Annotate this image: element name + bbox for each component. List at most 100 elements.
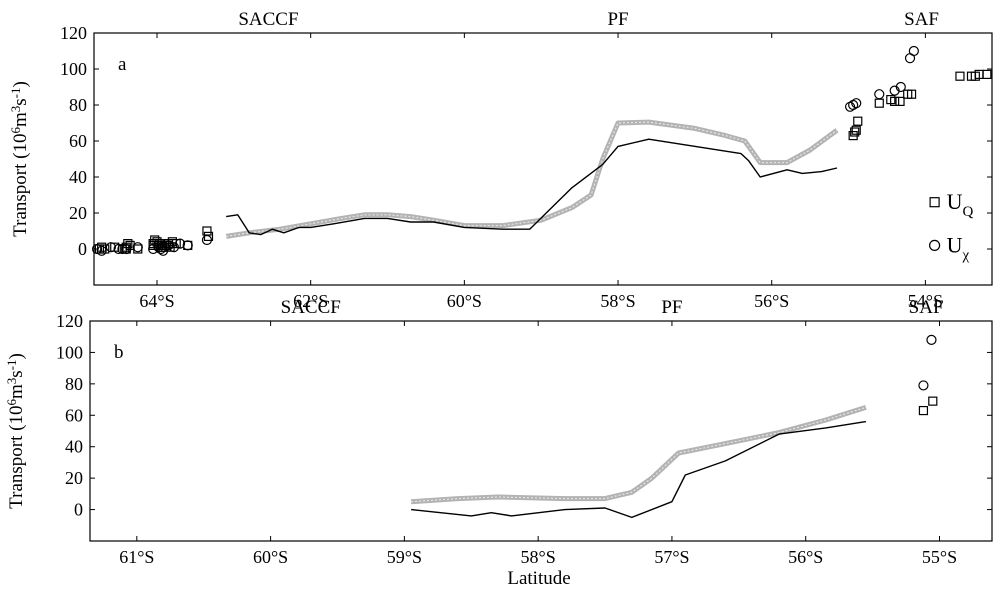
y-tick-label: 40	[69, 167, 87, 187]
plot-frame	[93, 32, 993, 286]
panel-b: 0 20 40 60 80 100 120 61°S 60°S 59°S 58°S 57°S 56°S 5…	[4, 297, 993, 567]
uchi-circle-point	[105, 242, 117, 253]
y-tick-label: 20	[65, 468, 83, 488]
y-tick-label: 100	[60, 59, 87, 79]
y-axis-label-superscript: -1	[8, 88, 23, 99]
uchi-circle-point	[168, 242, 180, 253]
uchi-circle-point	[851, 98, 862, 109]
y-axis-label-text: Transport (10	[6, 406, 27, 509]
x-tick-label: 58°S	[521, 547, 556, 567]
y-axis-label-superscript: 3	[4, 378, 19, 385]
uchi-circle-point	[844, 101, 856, 112]
uchi-circle-point	[96, 245, 107, 256]
uchi-circle-point	[182, 240, 193, 251]
front-label-pf: PF	[607, 9, 628, 30]
uchi-circle-point	[113, 243, 124, 255]
uq-square-point	[906, 89, 917, 99]
y-tick-label: 120	[56, 311, 83, 331]
legend-label-main: U	[947, 232, 963, 257]
uchi-circle-point	[848, 99, 859, 111]
y-axis-label-superscript: -1	[4, 360, 19, 371]
model-transport-line	[225, 119, 839, 239]
y-axis-label-text: m	[6, 384, 27, 399]
legend-label: UQ	[947, 189, 974, 220]
observed-transport-line	[411, 420, 867, 519]
legend-uchi-symbol	[929, 239, 941, 251]
uchi-circle-point	[121, 243, 132, 255]
y-axis-label-text: )	[10, 81, 31, 87]
uchi-circle-point	[895, 81, 906, 93]
uchi-circle-point	[918, 380, 929, 391]
uq-square-point	[123, 239, 133, 249]
model-transport-line-hatch	[411, 406, 867, 503]
model-transport-line-hatch	[226, 121, 838, 237]
panel-a: 0 20 40 60 80 100 120 64°S 62°S 60°S 58°S 56°S 54°S S…	[8, 9, 993, 311]
panel-label: b	[114, 342, 124, 363]
y-tick-label: 0	[78, 239, 87, 259]
x-tick-label: 60°S	[253, 547, 288, 567]
y-tick-label: 60	[69, 131, 87, 151]
uq-square-point	[850, 127, 860, 137]
x-tick-label: 57°S	[654, 547, 689, 567]
x-tick-label: 56°S	[754, 291, 789, 311]
y-axis-label-text: m	[10, 112, 31, 127]
uchi-circle-point	[132, 242, 143, 253]
x-tick-label: 59°S	[387, 547, 422, 567]
y-axis-label: Transport (106m3s-1)	[8, 81, 31, 237]
y-tick-label: 20	[69, 203, 87, 223]
plot-frame	[89, 320, 993, 542]
y-tick-label: 100	[56, 342, 83, 362]
uq-square-point	[853, 116, 863, 126]
y-axis-label-text: s	[6, 370, 27, 377]
y-axis-label-text: )	[6, 353, 27, 359]
y-tick-label: 60	[65, 405, 83, 425]
front-label-saccf: SACCF	[281, 297, 341, 318]
observed-transport-line	[226, 138, 838, 236]
uchi-circle-point	[148, 243, 159, 255]
x-tick-label: 54°S	[908, 291, 943, 311]
x-axis-label: Latitude	[507, 568, 570, 589]
x-tick-label: 62°S	[293, 291, 328, 311]
y-tick-label: 120	[60, 23, 87, 43]
y-axis-label-text: Transport (10	[10, 134, 31, 237]
y-axis-label-text: s	[10, 98, 31, 105]
uchi-circle-point	[174, 238, 186, 249]
uq-square-point	[851, 125, 861, 135]
x-tick-label: 61°S	[119, 547, 154, 567]
uq-square-point	[874, 98, 884, 108]
y-axis-label-superscript: 6	[4, 399, 19, 406]
uchi-circle-point	[926, 334, 937, 345]
uq-square-point	[955, 71, 965, 81]
front-label-pf: PF	[661, 297, 682, 318]
uchi-circle-point	[201, 234, 213, 246]
legend-label-subscript: χ	[961, 247, 969, 263]
uchi-circle-point	[158, 245, 169, 256]
legend-uq-symbol	[929, 197, 940, 208]
y-axis-label-superscript: 3	[8, 106, 23, 113]
uq-square-point	[100, 244, 110, 254]
y-axis-label: Transport (106m3s-1)	[4, 353, 27, 509]
x-tick-label: 64°S	[139, 291, 174, 311]
legend-label-main: U	[947, 189, 963, 214]
uq-square-point	[895, 96, 905, 107]
x-tick-label: 55°S	[922, 547, 957, 567]
uchi-circle-point	[91, 243, 103, 255]
uq-square-point	[982, 69, 992, 80]
uq-square-point	[918, 405, 929, 416]
x-tick-label: 58°S	[600, 291, 635, 311]
uchi-circle-point	[155, 243, 166, 255]
uchi-circle-point	[908, 45, 919, 57]
uq-square-point	[97, 242, 107, 252]
x-tick-label: 60°S	[447, 291, 482, 311]
y-tick-label: 80	[65, 374, 83, 394]
panel-label: a	[118, 54, 127, 75]
y-tick-label: 80	[69, 95, 87, 115]
uq-square-point	[890, 96, 900, 107]
front-label-saf: SAF	[909, 297, 944, 318]
uchi-circle-point	[889, 85, 900, 96]
y-tick-label: 0	[74, 500, 83, 520]
uchi-circle-point	[117, 243, 128, 255]
uq-square-point	[158, 242, 168, 252]
front-label-saf: SAF	[904, 9, 939, 30]
